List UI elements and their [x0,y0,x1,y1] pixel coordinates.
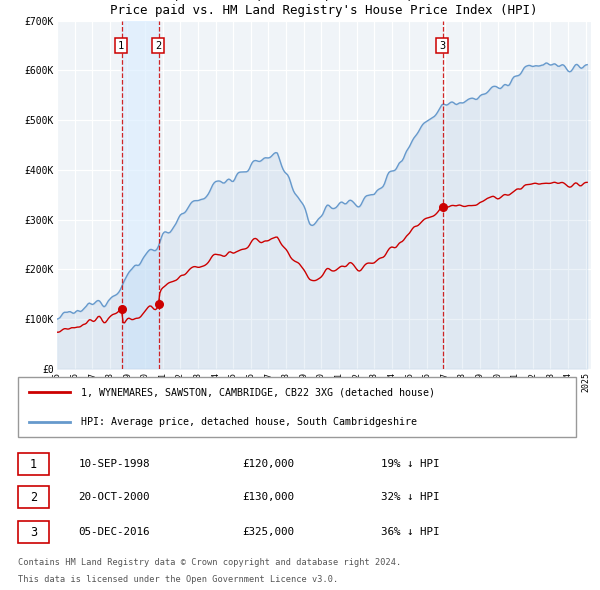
FancyBboxPatch shape [18,453,49,476]
FancyBboxPatch shape [18,486,49,508]
Text: £120,000: £120,000 [242,460,295,469]
Text: This data is licensed under the Open Government Licence v3.0.: This data is licensed under the Open Gov… [18,575,338,584]
Text: 10-SEP-1998: 10-SEP-1998 [78,460,150,469]
Text: 19% ↓ HPI: 19% ↓ HPI [380,460,439,469]
Bar [122,21,159,369]
Text: £325,000: £325,000 [242,527,295,537]
Title: 1, WYNEMARES, SAWSTON, CAMBRIDGE, CB22 3XG
Price paid vs. HM Land Registry's Hou: 1, WYNEMARES, SAWSTON, CAMBRIDGE, CB22 3… [110,0,538,17]
Text: 36% ↓ HPI: 36% ↓ HPI [380,527,439,537]
Text: 1: 1 [118,41,124,51]
Text: £130,000: £130,000 [242,492,295,502]
Text: Contains HM Land Registry data © Crown copyright and database right 2024.: Contains HM Land Registry data © Crown c… [18,558,401,567]
Text: HPI: Average price, detached house, South Cambridgeshire: HPI: Average price, detached house, Sout… [81,417,417,427]
Text: 05-DEC-2016: 05-DEC-2016 [78,527,150,537]
Text: 2: 2 [155,41,161,51]
FancyBboxPatch shape [18,377,577,437]
FancyBboxPatch shape [18,521,49,543]
Text: 20-OCT-2000: 20-OCT-2000 [78,492,150,502]
Text: 1: 1 [30,458,37,471]
Text: 3: 3 [439,41,446,51]
Text: 2: 2 [30,490,37,504]
Text: 3: 3 [30,526,37,539]
Text: 1, WYNEMARES, SAWSTON, CAMBRIDGE, CB22 3XG (detached house): 1, WYNEMARES, SAWSTON, CAMBRIDGE, CB22 3… [81,387,435,397]
Text: 32% ↓ HPI: 32% ↓ HPI [380,492,439,502]
